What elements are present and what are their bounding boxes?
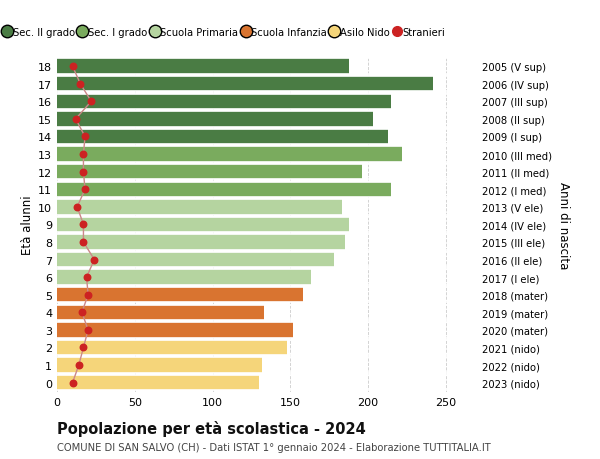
Bar [57, 235, 345, 250]
Bar [57, 200, 341, 215]
Point [71, 116, 80, 123]
Bar [57, 95, 391, 110]
Point [82, 274, 91, 281]
Bar [57, 305, 264, 320]
Legend: Sec. II grado, Sec. I grado, Scuola Primaria, Scuola Infanzia, Asilo Nido, Stran: Sec. II grado, Sec. I grado, Scuola Prim… [1, 24, 449, 42]
Bar [57, 358, 262, 373]
Bar [57, 217, 349, 233]
Bar [57, 340, 287, 355]
Point [83, 326, 93, 334]
Point [76, 81, 85, 88]
Point [86, 98, 96, 106]
Point [83, 291, 93, 299]
Point [68, 379, 77, 386]
Point [89, 256, 99, 263]
Bar [57, 287, 303, 303]
Point [80, 186, 90, 194]
Bar [57, 323, 293, 338]
Bar [57, 112, 373, 127]
Point [79, 239, 88, 246]
Point [74, 362, 83, 369]
Bar [57, 147, 403, 162]
Bar [57, 59, 349, 75]
Bar [57, 270, 311, 285]
Text: COMUNE DI SAN SALVO (CH) - Dati ISTAT 1° gennaio 2024 - Elaborazione TUTTITALIA.: COMUNE DI SAN SALVO (CH) - Dati ISTAT 1°… [57, 442, 491, 452]
Bar [57, 129, 388, 145]
Point [79, 221, 88, 229]
Bar [57, 182, 391, 197]
Point [77, 309, 86, 316]
Y-axis label: Età alunni: Età alunni [21, 195, 34, 255]
Bar [57, 77, 433, 92]
Point [73, 204, 82, 211]
Point [79, 168, 88, 176]
Point [68, 63, 77, 71]
Bar [57, 252, 334, 268]
Point [79, 151, 88, 158]
Text: Popolazione per età scolastica - 2024: Popolazione per età scolastica - 2024 [57, 420, 366, 436]
Point [80, 134, 90, 141]
Point [79, 344, 88, 352]
Y-axis label: Anni di nascita: Anni di nascita [557, 181, 571, 269]
Bar [57, 165, 362, 180]
Bar [57, 375, 259, 391]
